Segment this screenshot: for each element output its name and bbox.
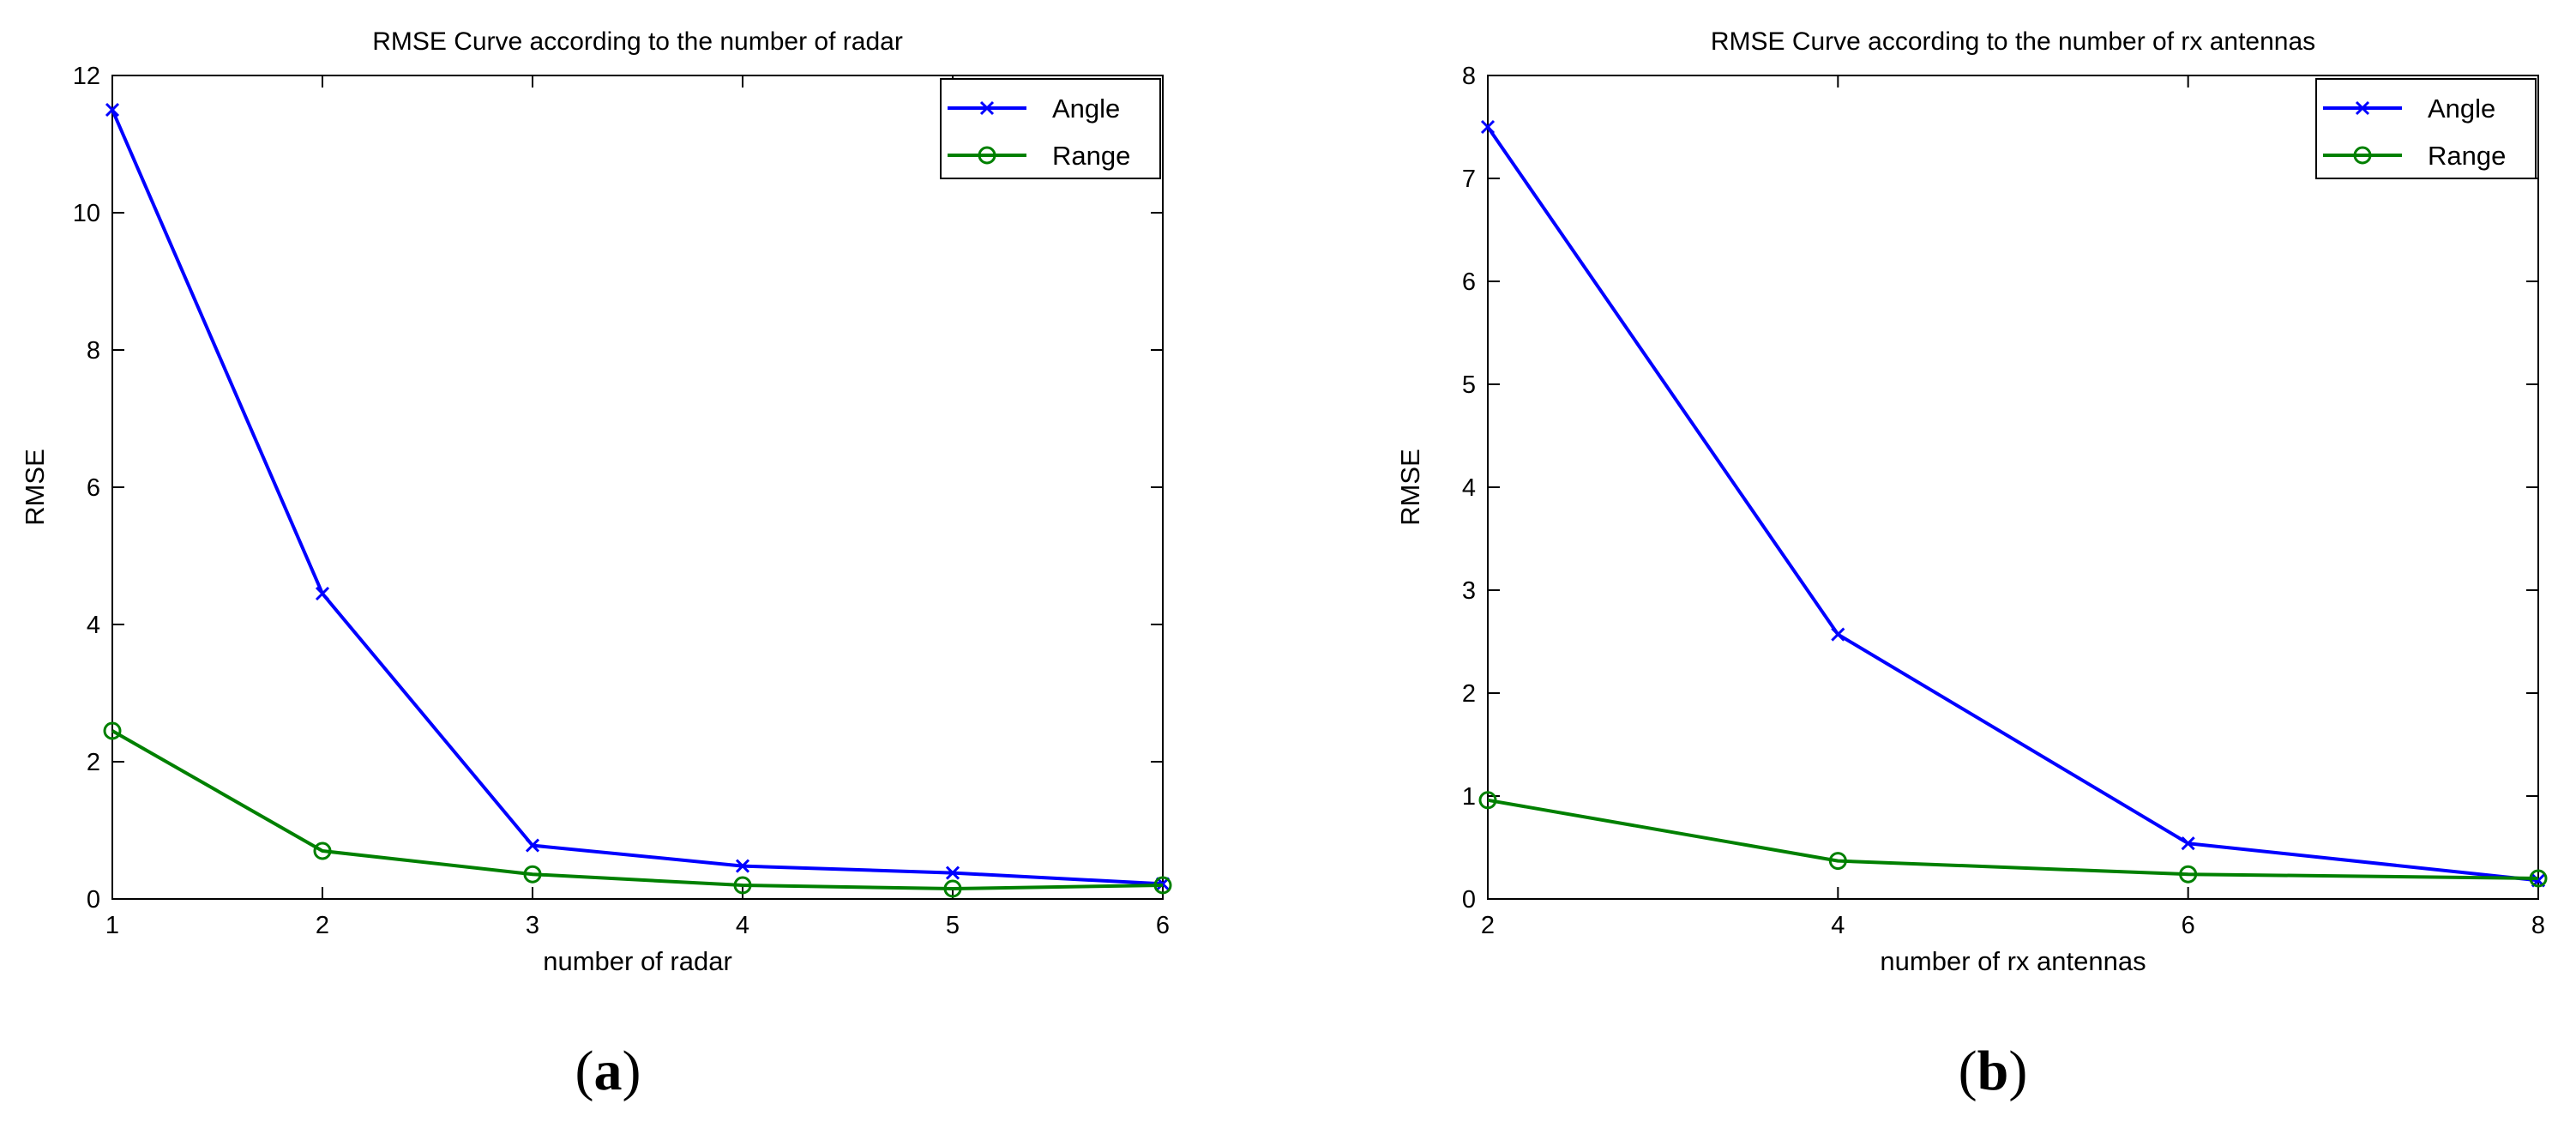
series-line-angle xyxy=(1486,125,2539,883)
x-tick-label: 6 xyxy=(1156,912,1170,939)
plot-area xyxy=(111,75,1164,900)
legend-box xyxy=(2315,78,2537,179)
chart-panel-a: RMSE Curve according to the number of ra… xyxy=(20,27,1172,1102)
y-tick-label: 7 xyxy=(1462,166,1476,193)
legend: Angle Range xyxy=(2315,78,2537,179)
legend-item-range: Range xyxy=(948,141,1130,171)
y-tick-label: 2 xyxy=(87,749,100,776)
x-axis-title: number of rx antennas xyxy=(1880,946,2146,976)
marker-x xyxy=(315,586,330,601)
series-lines xyxy=(103,102,1172,898)
marker-x xyxy=(735,859,750,873)
marker-x xyxy=(979,100,995,116)
y-tick-label: 5 xyxy=(1462,371,1476,399)
legend-item-angle: Angle xyxy=(2323,94,2495,124)
marker-o xyxy=(1828,852,1847,871)
y-tick-label: 8 xyxy=(1462,63,1476,90)
y-tick-label: 10 xyxy=(73,200,100,227)
marker-o xyxy=(1478,791,1497,810)
marker-x xyxy=(945,866,960,880)
x-tick-label: 5 xyxy=(946,912,960,939)
marker-x xyxy=(105,102,120,118)
marker-o xyxy=(2179,865,2198,884)
marker-x xyxy=(525,838,540,853)
plot-area xyxy=(1487,75,2539,900)
series-line-range xyxy=(1487,798,2539,880)
legend: Angle Range xyxy=(940,78,1161,179)
marker-o xyxy=(1153,876,1172,895)
legend-label: Range xyxy=(2428,141,2506,171)
marker-x xyxy=(2355,100,2370,116)
x-tick-label: 4 xyxy=(736,912,749,939)
axis-ticks: 2 4 6 8 0 1 2 3 4 5 6 7 8 xyxy=(1462,63,2545,939)
marker-x xyxy=(2181,836,2195,851)
y-tick-label: 4 xyxy=(1462,474,1476,502)
x-tick-label: 1 xyxy=(105,912,119,939)
y-tick-label: 2 xyxy=(1462,680,1476,708)
series-line-range xyxy=(111,729,1164,890)
legend-item-range: Range xyxy=(2323,141,2506,171)
y-tick-label: 12 xyxy=(73,63,100,90)
series-line-angle xyxy=(111,109,1164,886)
legend-item-angle: Angle xyxy=(948,94,1120,124)
y-tick-label: 6 xyxy=(1462,268,1476,296)
panel-label-b: (b) xyxy=(1959,1040,2028,1102)
x-tick-label: 4 xyxy=(1831,912,1845,939)
series-lines xyxy=(1478,119,2548,888)
y-tick-label: 8 xyxy=(87,337,100,365)
legend-box xyxy=(940,78,1161,179)
marker-x xyxy=(1480,119,1496,135)
x-tick-label: 3 xyxy=(526,912,539,939)
y-tick-label: 6 xyxy=(87,474,100,502)
marker-o xyxy=(103,721,122,740)
y-tick-label: 4 xyxy=(87,612,100,639)
x-tick-label: 8 xyxy=(2531,912,2545,939)
y-tick-label: 3 xyxy=(1462,577,1476,605)
chart-title: RMSE Curve according to the number of ra… xyxy=(372,27,903,56)
y-axis-title: RMSE xyxy=(1395,449,1425,526)
x-tick-label: 2 xyxy=(316,912,329,939)
marker-o xyxy=(943,879,962,898)
marker-x xyxy=(1831,627,1845,642)
y-tick-label: 1 xyxy=(1462,783,1476,811)
marker-o xyxy=(2529,869,2548,888)
marker-o xyxy=(523,865,542,884)
x-tick-label: 6 xyxy=(2182,912,2195,939)
y-tick-label: 0 xyxy=(1462,886,1476,914)
legend-label: Range xyxy=(1052,141,1130,171)
panel-label-a: (a) xyxy=(575,1040,641,1102)
marker-o xyxy=(978,146,996,165)
marker-o xyxy=(2353,146,2372,165)
chart-panel-b: RMSE Curve according to the number of rx… xyxy=(1395,27,2548,1102)
legend-label: Angle xyxy=(2428,94,2495,124)
y-axis-title: RMSE xyxy=(20,449,50,526)
legend-label: Angle xyxy=(1052,94,1120,124)
marker-o xyxy=(733,876,752,895)
y-tick-label: 0 xyxy=(87,886,100,914)
x-axis-title: number of radar xyxy=(543,946,732,976)
chart-title: RMSE Curve according to the number of rx… xyxy=(1711,27,2315,56)
x-tick-label: 2 xyxy=(1481,912,1495,939)
marker-o xyxy=(313,842,332,860)
